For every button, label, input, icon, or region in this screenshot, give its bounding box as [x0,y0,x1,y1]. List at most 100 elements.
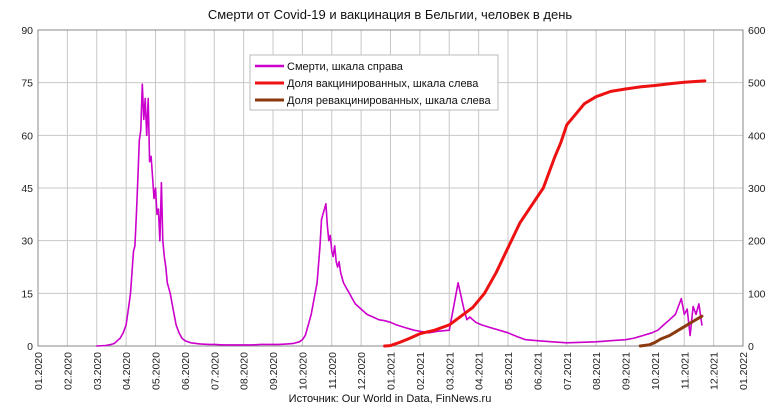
data-point [472,306,474,308]
data-point [143,118,145,121]
data-point [96,345,98,347]
right-tick-label: 200 [748,236,766,248]
data-point [128,303,130,305]
right-tick-label: 300 [748,183,766,195]
data-point [140,129,142,131]
data-point [419,333,421,335]
data-point [335,261,337,263]
data-point [624,339,627,341]
x-tick-label: 02.2020 [62,352,74,390]
data-point [610,90,612,92]
data-point [132,250,135,252]
legend-label-deaths: Смерти, шкала справа [287,61,404,73]
x-tick-label: 06.2020 [180,352,192,390]
data-point [580,341,583,343]
data-point [340,271,342,273]
data-point [448,324,450,326]
data-point [398,341,400,344]
data-point [165,266,167,268]
data-point [389,345,392,347]
data-point [404,327,406,329]
data-point [701,324,703,326]
data-point [669,319,671,321]
data-point [360,308,362,310]
chart-title: Смерти от Covid-19 и вакцинация в Бельги… [208,7,573,22]
data-point [389,321,392,323]
data-point [163,255,165,258]
data-point [304,334,306,337]
x-tick-label: 05.2021 [503,352,515,390]
data-point [483,292,486,294]
x-tick-label: 02.2021 [415,352,427,390]
data-point [160,182,162,184]
data-point [138,140,140,142]
x-tick-label: 08.2021 [591,352,603,390]
data-point [213,343,215,345]
data-point [328,240,330,242]
data-point [407,338,409,340]
data-point [669,83,671,85]
legend-box [249,54,499,111]
x-tick-label: 10.2020 [297,352,309,390]
data-point [105,344,107,347]
data-point [331,250,333,252]
x-tick-label: 12.2021 [709,352,721,390]
data-point [466,319,468,321]
x-tick-label: 04.2020 [121,352,133,390]
data-point [122,332,124,334]
data-point [639,86,641,88]
data-point [207,343,209,345]
data-point [325,203,327,205]
series-layer [96,79,707,348]
data-point [516,335,518,338]
x-tick-label: 01.2022 [738,352,750,390]
data-point [307,324,309,326]
data-point [169,292,171,294]
data-point [157,208,159,210]
data-point [345,287,347,289]
right-tick-label: 600 [748,25,766,37]
data-point [113,342,115,344]
data-point [669,334,671,337]
data-point [663,324,665,326]
data-point [125,324,127,326]
data-point [363,311,365,313]
data-point [692,305,694,308]
data-point [243,344,245,346]
data-point [357,305,359,308]
data-point [639,345,641,347]
data-point [595,341,597,343]
data-point [184,340,186,342]
data-point [419,330,421,332]
data-point [677,329,680,331]
data-point [329,234,331,236]
data-point [683,326,685,328]
data-point [332,255,334,258]
data-point [436,330,439,332]
data-point [683,313,685,315]
data-point [507,247,509,249]
data-point [595,96,597,98]
series-line-2 [638,314,704,348]
data-point [116,340,118,342]
data-point [583,103,586,105]
data-point [342,282,345,284]
data-point [551,341,553,343]
data-point [159,240,161,242]
data-point [166,282,168,284]
x-tick-label: 06.2021 [532,352,544,390]
data-point [137,176,139,179]
data-point [542,187,544,189]
data-point [354,303,356,305]
x-tick-label: 09.2021 [621,352,633,390]
data-point [199,343,201,345]
data-point [674,313,677,315]
left-tick-label: 75 [21,78,33,90]
data-point [434,329,436,331]
data-point [341,276,343,279]
data-point [457,282,459,284]
data-point [698,303,700,305]
data-point [695,313,697,315]
